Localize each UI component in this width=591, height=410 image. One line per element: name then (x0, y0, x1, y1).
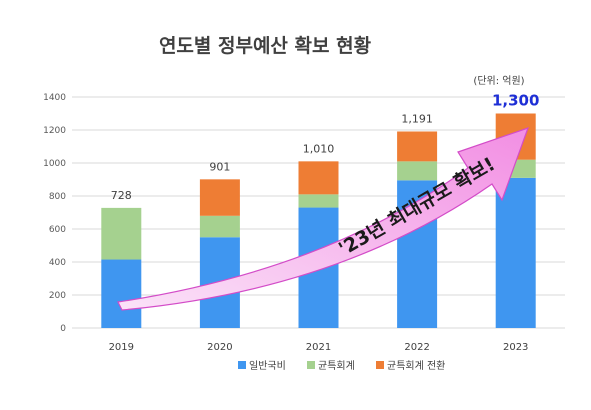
bar-segment (101, 207, 142, 260)
total-label: 1,010 (303, 142, 335, 155)
total-label: 1,191 (401, 112, 433, 125)
bar-segment (199, 215, 240, 238)
x-tick-label: 2019 (109, 342, 134, 353)
total-labels: 728 901 1,010 1,191 1,300 (111, 92, 540, 202)
bar-segment (199, 179, 240, 216)
total-label: 901 (209, 160, 230, 173)
y-axis: 0 200 400 600 800 1000 1200 1400 (43, 93, 66, 334)
y-tick-label: 800 (49, 192, 66, 202)
y-tick-label: 400 (49, 258, 66, 268)
x-tick-label: 2020 (207, 342, 232, 353)
unit-label: (단위: 억원) (473, 74, 524, 87)
legend-label: 일반국비 (249, 360, 286, 372)
total-label: 1,300 (492, 92, 539, 110)
bar-segment (298, 161, 339, 195)
x-tick-label: 2023 (503, 342, 528, 353)
y-tick-label: 200 (49, 291, 66, 301)
y-tick-label: 0 (60, 324, 66, 334)
bar-segment (101, 259, 142, 328)
y-tick-label: 1000 (43, 159, 66, 169)
bar-segment (298, 194, 339, 208)
y-tick-label: 1400 (43, 93, 66, 103)
y-tick-label: 1200 (43, 126, 66, 136)
legend-label: 균특회계 전환 (387, 360, 445, 372)
bar-segment (397, 131, 438, 162)
x-tick-label: 2022 (404, 342, 429, 353)
arrow-shape (117, 127, 529, 311)
x-tick-label: 2021 (306, 342, 331, 353)
legend-label: 균특회계 (318, 360, 355, 372)
legend: 일반국비 균특회계 균특회계 전환 (238, 360, 445, 372)
legend-swatch (238, 361, 246, 369)
x-axis: 2019 2020 2021 2022 2023 (109, 342, 529, 353)
bar-segment (397, 161, 438, 181)
legend-swatch (376, 361, 384, 369)
bar-segment (495, 177, 536, 328)
chart-title: 연도별 정부예산 확보 현황 (159, 34, 372, 57)
legend-swatch (307, 361, 315, 369)
y-tick-label: 600 (49, 225, 66, 235)
total-label: 728 (111, 189, 132, 202)
